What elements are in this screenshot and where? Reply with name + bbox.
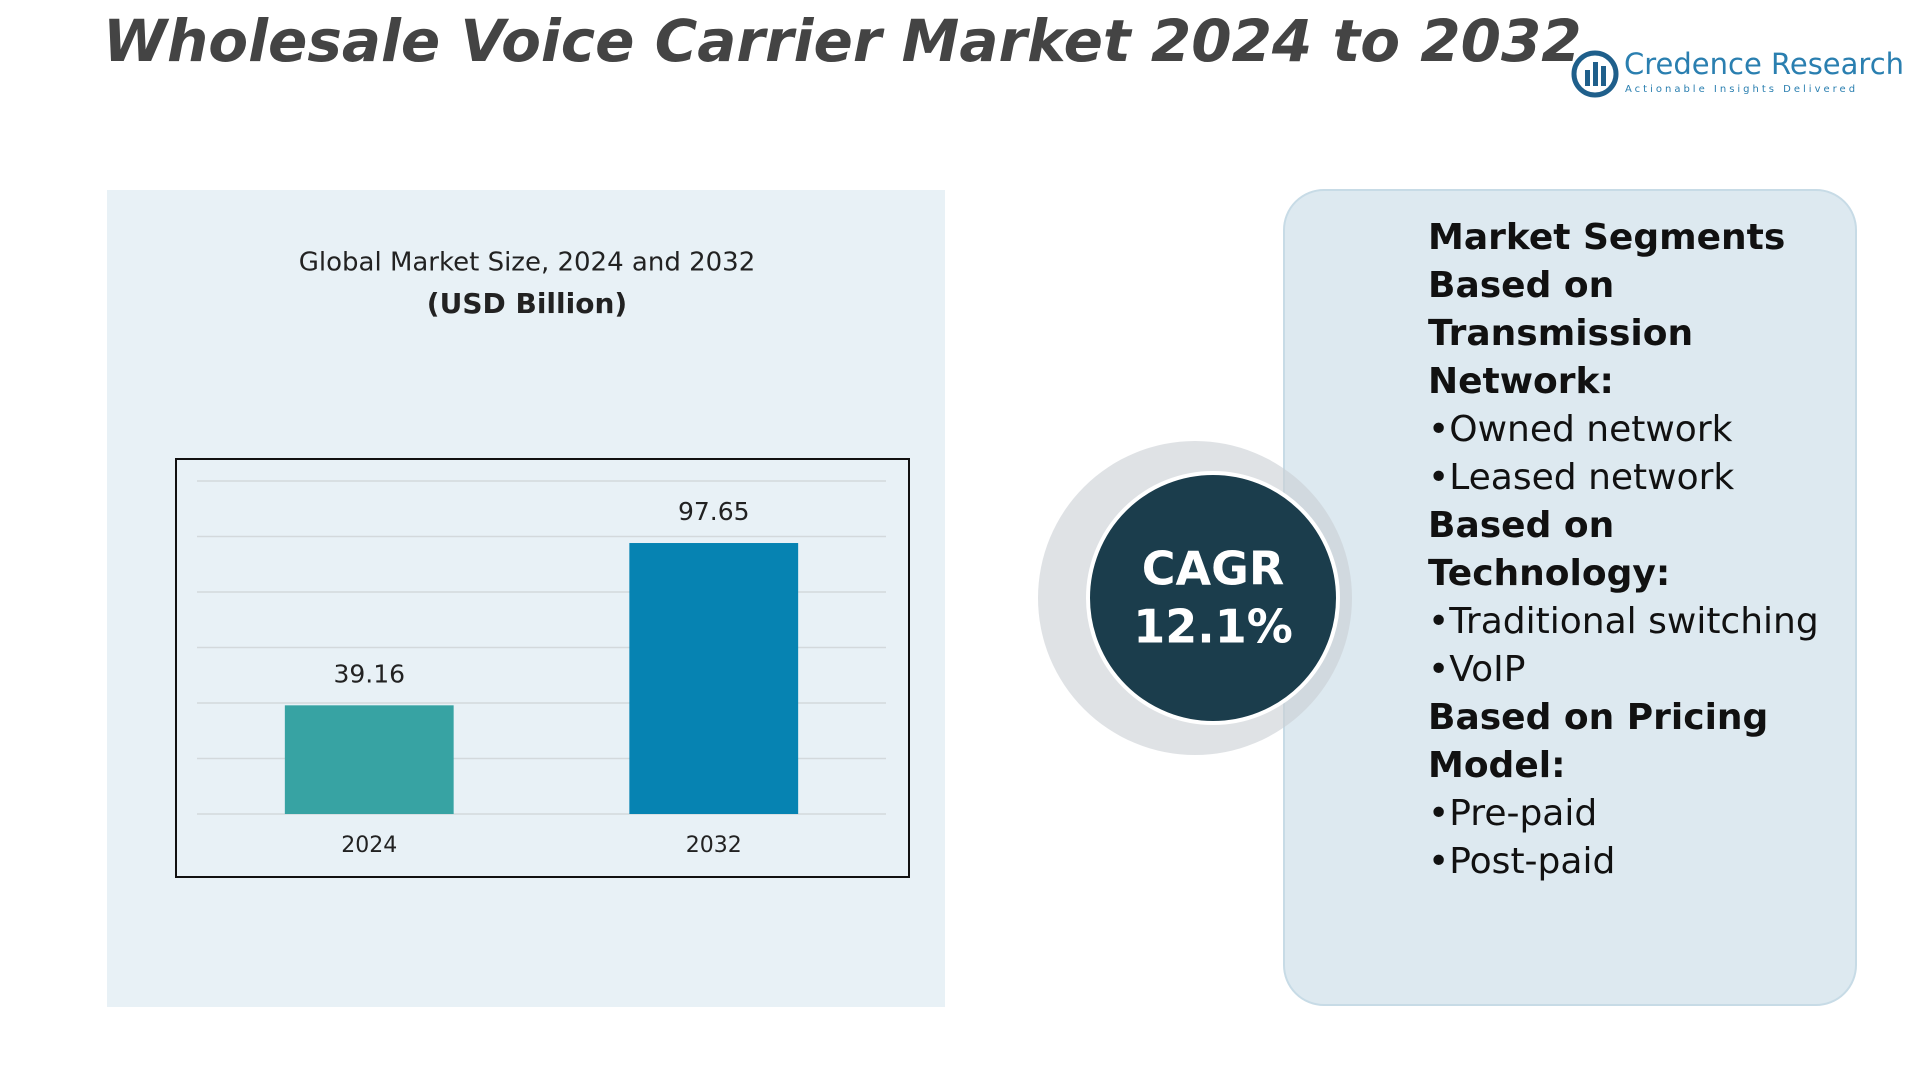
- segment-item: Pre-paid: [1428, 790, 1828, 838]
- logo-icon: [1571, 50, 1619, 98]
- brand-tagline: Actionable Insights Delivered: [1625, 84, 1858, 95]
- segment-heading: Based on Pricing Model:: [1428, 694, 1828, 790]
- data-label: 39.16: [333, 659, 405, 688]
- segment-item-text: Leased network: [1449, 457, 1735, 498]
- segment-item: Leased network: [1428, 454, 1828, 502]
- bar: [629, 543, 799, 814]
- logo-icon: [1593, 62, 1598, 86]
- segment-heading-text: Market Segments Based on Transmission Ne…: [1428, 217, 1786, 402]
- segment-item: Traditional switching: [1428, 598, 1828, 646]
- segment-item-text: Owned network: [1449, 409, 1733, 450]
- page-title: Wholesale Voice Carrier Market 2024 to 2…: [103, 7, 1582, 75]
- segment-item: Owned network: [1428, 406, 1828, 454]
- logo-icon: [1585, 70, 1590, 86]
- brand-name: Credence Research: [1624, 47, 1904, 81]
- segment-heading-text: Based on Pricing Model:: [1428, 697, 1769, 786]
- cagr-value: 12.1%: [1133, 600, 1293, 654]
- x-tick-label: 2032: [686, 833, 742, 858]
- segment-item: VoIP: [1428, 646, 1828, 694]
- x-tick-label: 2024: [341, 833, 397, 858]
- chart-panel: [107, 190, 945, 1007]
- segment-heading: Based on Technology:: [1428, 502, 1828, 598]
- logo-icon: [1601, 66, 1606, 86]
- chart-title: Global Market Size, 2024 and 2032: [299, 248, 756, 278]
- segments: Market Segments Based on Transmission Ne…: [1428, 214, 1828, 886]
- bar: [284, 705, 454, 814]
- logo: Credence Research Actionable Insights De…: [1571, 47, 1904, 98]
- segment-heading: Market Segments Based on Transmission Ne…: [1428, 214, 1828, 406]
- segment-heading-text: Based on Technology:: [1428, 505, 1671, 594]
- segment-item: Post-paid: [1428, 838, 1828, 886]
- chart-subtitle: (USD Billion): [427, 287, 627, 320]
- segment-item-text: Traditional switching: [1449, 601, 1819, 642]
- data-label: 97.65: [678, 497, 750, 526]
- cagr-circle: [1086, 471, 1340, 725]
- segment-item-text: Post-paid: [1449, 841, 1616, 882]
- cagr-label: CAGR: [1142, 542, 1285, 596]
- segment-item-text: Pre-paid: [1449, 793, 1598, 834]
- chart-frame: [175, 458, 910, 878]
- segment-item-text: VoIP: [1449, 649, 1526, 690]
